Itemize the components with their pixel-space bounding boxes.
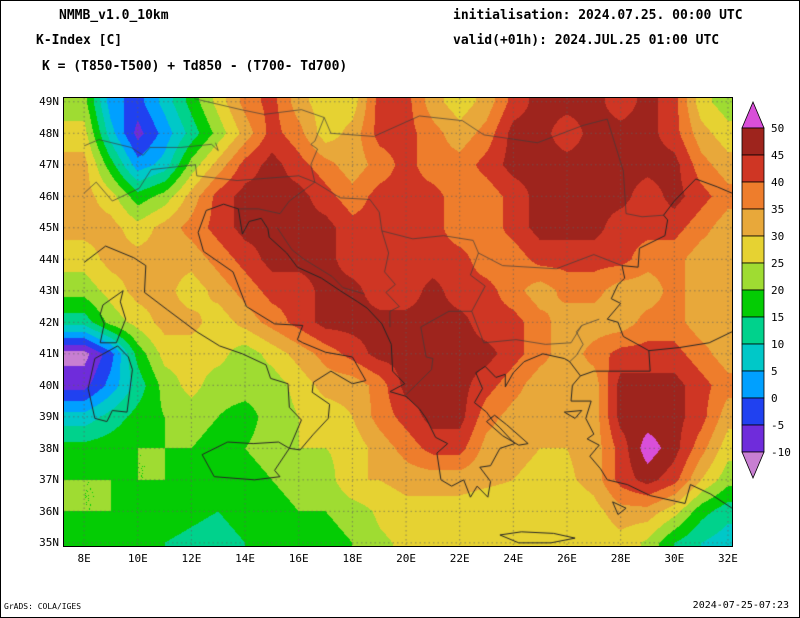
colorbar-label: 40 [771,176,784,189]
colorbar-label: -10 [771,446,791,459]
colorbar-label: 50 [771,122,784,135]
x-axis-tick-label: 28E [610,552,631,565]
x-axis-tick-label: 12E [181,552,202,565]
colorbar-label: 25 [771,257,784,270]
colorbar-label: 15 [771,311,784,324]
y-axis-tick-label: 40N [39,378,59,392]
colorbar-segment [741,397,765,426]
map-canvas [63,97,733,547]
colorbar-segment [741,262,765,291]
model-title: NMMB_v1.0_10km [59,8,169,23]
colorbar-segment [741,370,765,399]
y-axis-tick-label: 44N [39,252,59,266]
x-axis-tick-label: 8E [77,552,91,565]
colorbar-label: 35 [771,203,784,216]
colorbar-segment [741,235,765,264]
y-axis-tick-label: 42N [39,315,59,329]
y-axis-tick-label: 46N [39,189,59,203]
x-axis-tick-label: 16E [288,552,309,565]
colorbar: 50 45 40 35 30 25 20 15 10 5 0 -5 -10 [740,100,799,491]
x-axis-tick-label: 30E [664,552,685,565]
colorbar-segment [741,154,765,183]
y-axis-tick-label: 38N [39,441,59,455]
y-axis-tick-label: 36N [39,504,59,518]
colorbar-label: 10 [771,338,784,351]
init-time-label: initialisation: 2024.07.25. 00:00 UTC [453,8,743,23]
colorbar-label: 20 [771,284,784,297]
colorbar-segment [741,343,765,372]
x-axis-tick-label: 18E [342,552,363,565]
colorbar-label: 30 [771,230,784,243]
creation-timestamp: 2024-07-25-07:23 [692,600,789,611]
x-axis-tick-label: 24E [503,552,524,565]
y-axis-tick-label: 45N [39,221,59,235]
x-axis-tick-label: 10E [127,552,148,565]
colorbar-cap-top [741,100,765,129]
x-axis-tick-label: 26E [557,552,577,565]
colorbar-segment [741,289,765,318]
grads-credit: GrADS: COLA/IGES [4,602,82,611]
y-axis-tick-label: 43N [39,284,59,298]
variable-title: K-Index [C] [36,33,123,48]
colorbar-label: 0 [771,392,778,405]
x-axis-tick-label: 14E [235,552,256,565]
y-axis-tick-label: 49N [39,95,59,109]
colorbar-label: -5 [771,419,784,432]
y-axis-tick-label: 35N [39,536,59,550]
x-axis-tick-label: 22E [449,552,470,565]
y-axis-tick-label: 37N [39,473,59,487]
colorbar-segment [741,208,765,237]
colorbar-label: 5 [771,365,778,378]
y-axis-tick-label: 41N [39,347,59,361]
k-index-formula: K = (T850-T500) + Td850 - (T700- Td700) [42,59,348,74]
x-axis-tick-label: 32E [718,552,738,565]
colorbar-cap-bottom [741,451,765,480]
colorbar-label: 45 [771,149,784,162]
y-axis-tick-label: 48N [39,126,59,140]
colorbar-segment [741,424,765,453]
colorbar-segment [741,127,765,156]
y-axis-tick-label: 47N [39,158,59,172]
colorbar-segment [741,181,765,210]
x-axis-tick-label: 20E [396,552,416,565]
colorbar-segment [741,316,765,345]
valid-time-label: valid(+01h): 2024.JUL.25 01:00 UTC [453,33,720,48]
y-axis-tick-label: 39N [39,410,59,424]
